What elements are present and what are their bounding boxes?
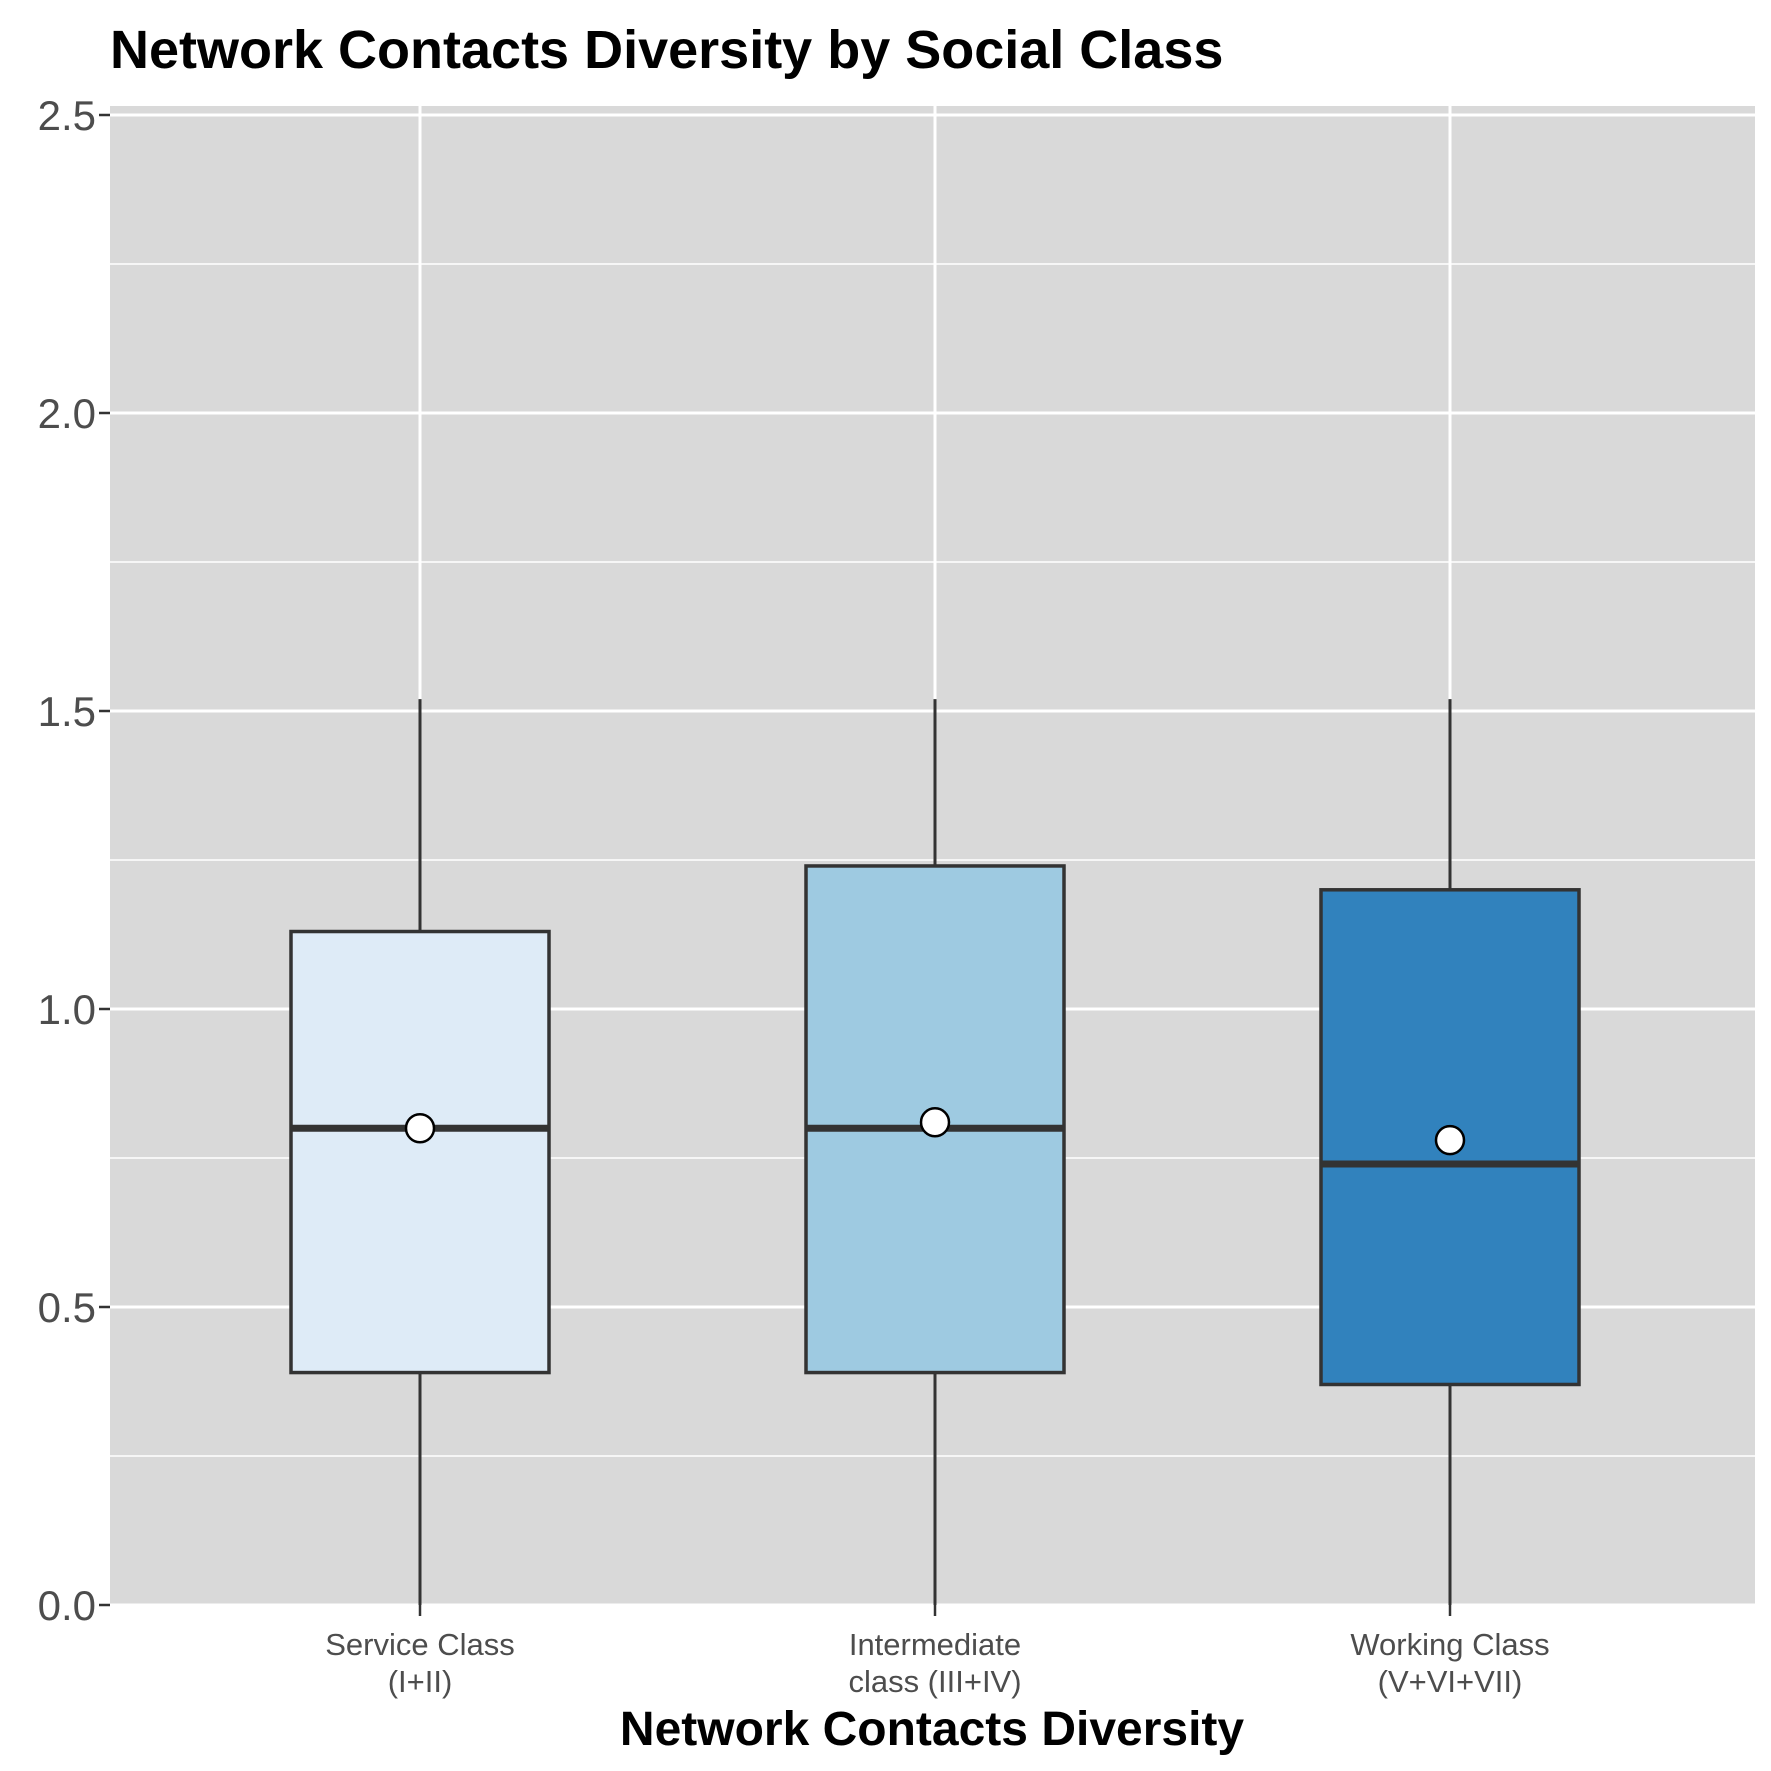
mean-point bbox=[919, 1106, 951, 1138]
mean-point bbox=[1434, 1124, 1466, 1156]
x-tick-label-line: Service Class bbox=[325, 1627, 515, 1662]
x-tick-label: Working Class (V+VI+VII) bbox=[1350, 1627, 1549, 1699]
x-axis: Service Class (I+II) Intermediate class (II… bbox=[325, 1605, 1550, 1699]
x-tick-label-line: (V+VI+VII) bbox=[1378, 1664, 1523, 1699]
y-tick-label: 2.5 bbox=[38, 92, 96, 139]
boxes bbox=[289, 699, 1581, 1605]
y-axis: 0.0 0.5 1.0 1.5 2.0 2.5 bbox=[38, 92, 110, 1629]
x-tick-label: Service Class (I+II) bbox=[325, 1627, 515, 1699]
x-tick-label-line: Working Class bbox=[1350, 1627, 1549, 1662]
x-tick-label-line: Intermediate bbox=[849, 1627, 1021, 1662]
x-tick-label-line: (I+II) bbox=[388, 1664, 453, 1699]
y-tick-label: 0.0 bbox=[38, 1582, 96, 1629]
y-tick-label: 1.0 bbox=[38, 986, 96, 1033]
chart-title: Network Contacts Diversity by Social Cla… bbox=[110, 20, 1223, 80]
x-tick-label: Intermediate class (III+IV) bbox=[848, 1627, 1021, 1699]
y-tick-label: 2.0 bbox=[38, 390, 96, 437]
y-tick-label: 0.5 bbox=[38, 1284, 96, 1331]
mean-point bbox=[404, 1112, 436, 1144]
y-tick-label: 1.5 bbox=[38, 688, 96, 735]
box-group bbox=[1319, 699, 1581, 1605]
box-group bbox=[289, 699, 551, 1605]
x-tick-label-line: class (III+IV) bbox=[848, 1664, 1021, 1699]
x-axis-label: Network Contacts Diversity bbox=[620, 1703, 1244, 1756]
box bbox=[289, 929, 551, 1375]
box-group bbox=[804, 699, 1066, 1605]
